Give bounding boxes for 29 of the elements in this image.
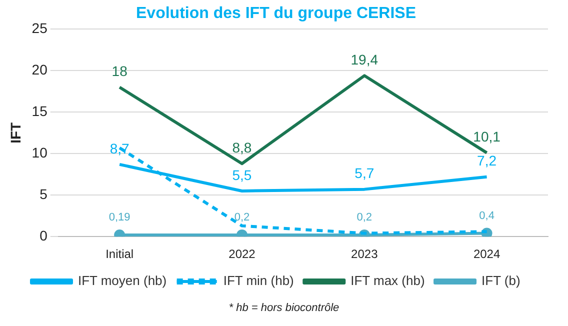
x-tick-label: 2024 — [473, 247, 500, 262]
y-tick-label: 10 — [32, 144, 48, 160]
data-label: 5,7 — [354, 165, 374, 182]
y-tick-label: 15 — [32, 103, 48, 120]
data-label: 0,4 — [479, 210, 494, 222]
y-tick-label: 5 — [40, 186, 48, 202]
x-tick-label: 2023 — [351, 247, 378, 262]
data-label: 0,2 — [234, 211, 250, 224]
data-label: 8,8 — [232, 139, 252, 156]
legend-label: IFT min (hb) — [223, 273, 294, 288]
legend-label: IFT moyen (hb) — [78, 273, 167, 288]
data-label: 10,1 — [473, 128, 501, 145]
data-label: 8,7 — [110, 140, 130, 156]
y-axis-title: IFT — [7, 122, 24, 144]
data-label: 5,5 — [232, 166, 252, 183]
data-label: 7,2 — [477, 152, 497, 169]
x-tick-label: Initial — [106, 247, 134, 262]
text: * hb = hors biocontrôle — [228, 302, 340, 314]
y-tick-label: 20 — [32, 62, 48, 78]
data-label: 18 — [112, 63, 128, 80]
legend-label: IFT (b) — [482, 273, 520, 288]
legend-label: IFT max (hb) — [350, 273, 425, 288]
data-label: 0,19 — [108, 212, 130, 224]
y-tick-label: 0 — [40, 227, 48, 244]
chart-title: Evolution des IFT du groupe CERISE — [136, 5, 416, 22]
x-tick-label: 2022 — [228, 247, 256, 262]
data-label: 0,2 — [356, 211, 372, 224]
data-label: 19,4 — [350, 52, 378, 68]
y-tick-label: 25 — [32, 20, 48, 36]
